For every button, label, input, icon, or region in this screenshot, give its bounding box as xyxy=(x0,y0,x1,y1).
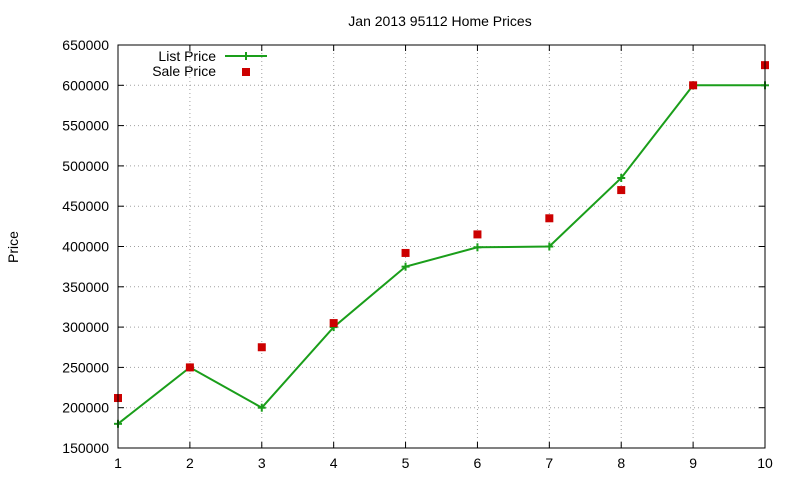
y-tick-label: 150000 xyxy=(62,440,109,456)
legend-marker-sale-price xyxy=(242,68,250,76)
list-price-point xyxy=(257,403,266,412)
sale-price-point xyxy=(689,81,698,90)
sale-price-point xyxy=(329,319,338,328)
x-tick-label: 4 xyxy=(330,455,338,471)
x-tick-label: 6 xyxy=(474,455,482,471)
y-tick-label: 350000 xyxy=(62,279,109,295)
legend-label-sale-price: Sale Price xyxy=(152,63,216,79)
list-price-point xyxy=(401,262,410,271)
y-axis-label: Price xyxy=(5,231,21,263)
sale-price-point xyxy=(185,363,194,372)
y-tick-label: 600000 xyxy=(62,77,109,93)
list-price-point xyxy=(473,243,482,252)
x-tick-label: 1 xyxy=(114,455,122,471)
x-tick-label: 2 xyxy=(186,455,194,471)
x-tick-label: 8 xyxy=(617,455,625,471)
sale-price-point xyxy=(545,214,554,223)
x-tick-label: 9 xyxy=(689,455,697,471)
y-tick-label: 650000 xyxy=(62,37,109,53)
y-tick-label: 550000 xyxy=(62,118,109,134)
sale-price-point xyxy=(401,248,410,257)
y-tick-label: 300000 xyxy=(62,319,109,335)
legend-label-list-price: List Price xyxy=(158,48,216,64)
chart-title: Jan 2013 95112 Home Prices xyxy=(348,13,531,29)
x-tick-label: 7 xyxy=(545,455,553,471)
x-tick-label: 3 xyxy=(258,455,266,471)
sale-price-point xyxy=(257,343,266,352)
grid-lines xyxy=(117,44,766,449)
y-tick-label: 400000 xyxy=(62,239,109,255)
legend: List Price Sale Price xyxy=(152,48,267,79)
x-tick-label: 5 xyxy=(402,455,410,471)
list-price-line xyxy=(117,84,765,425)
y-tick-label: 450000 xyxy=(62,198,109,214)
list-price-point xyxy=(545,242,554,251)
y-tick-label: 200000 xyxy=(62,400,109,416)
series-layer xyxy=(114,61,769,428)
sale-price-point xyxy=(473,230,482,239)
plot-frame xyxy=(117,44,766,449)
x-tick-label: 10 xyxy=(757,455,773,471)
list-price-point xyxy=(617,173,626,182)
y-tick-label: 500000 xyxy=(62,158,109,174)
y-tick-label: 250000 xyxy=(62,359,109,375)
axis-ticks: 1500002000002500003000003500004000004500… xyxy=(62,37,773,471)
sale-price-point xyxy=(617,186,626,195)
